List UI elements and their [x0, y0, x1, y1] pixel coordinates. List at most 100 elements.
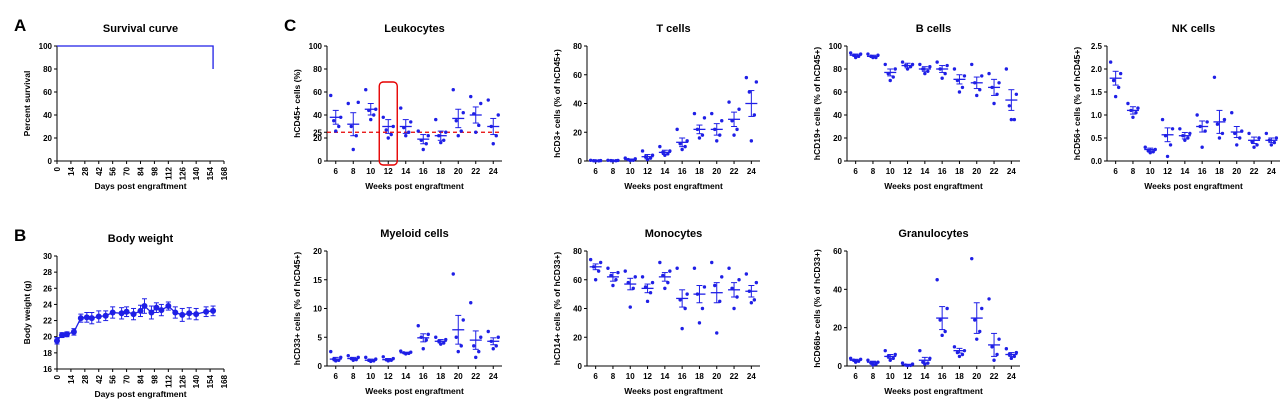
y-tick-label: 40: [833, 111, 842, 120]
x-tick-label: 8: [1131, 167, 1136, 176]
data-point: [469, 94, 473, 99]
x-tick-label: 56: [109, 374, 118, 383]
y-tick-label: 20: [833, 324, 842, 333]
data-point: [749, 139, 754, 143]
data-point: [123, 308, 130, 315]
x-tick-label: 12: [903, 167, 912, 176]
data-point: [1009, 356, 1014, 361]
data-point: [1195, 113, 1199, 117]
x-tick-label: 28: [81, 166, 90, 175]
x-tick-label: 126: [178, 166, 187, 180]
y-tick-label: 22: [43, 317, 52, 326]
data-point: [1274, 136, 1279, 140]
data-point: [1116, 85, 1121, 90]
data-point: [1217, 136, 1222, 140]
data-point: [1257, 136, 1261, 140]
data-point: [987, 297, 991, 301]
x-tick-label: 14: [920, 372, 929, 381]
data-point: [962, 74, 967, 78]
y-tick-label-extra: 25: [313, 128, 322, 137]
x-axis-label: Days post engraftment: [94, 181, 186, 191]
y-tick-label: 60: [573, 276, 582, 285]
y-tick-label: 18: [43, 349, 52, 358]
data-point: [83, 314, 90, 321]
data-point: [663, 286, 667, 291]
y-tick-label: 10: [313, 305, 322, 314]
data-point: [1247, 131, 1251, 136]
y-tick-label: 80: [833, 65, 842, 74]
y-tick-label: 100: [309, 42, 323, 51]
data-point: [137, 307, 144, 314]
data-point: [727, 266, 731, 270]
y-tick-label: 28: [43, 268, 52, 277]
data-point: [459, 129, 463, 133]
data-point: [883, 348, 887, 353]
data-point: [935, 60, 939, 64]
data-point: [70, 328, 77, 335]
data-point: [210, 307, 217, 314]
y-tick-label: 20: [43, 333, 52, 342]
data-point: [980, 74, 984, 78]
data-point: [900, 361, 905, 365]
highlight-box: [378, 81, 398, 166]
y-tick-label: 60: [313, 88, 322, 97]
data-point: [680, 326, 684, 331]
data-point: [58, 332, 65, 339]
data-point: [434, 117, 438, 122]
data-point: [454, 335, 458, 339]
data-point: [351, 147, 355, 152]
data-point: [416, 129, 420, 133]
x-axis-label: Weeks post engraftment: [624, 386, 723, 396]
data-point: [871, 363, 875, 367]
data-point: [63, 331, 70, 338]
x-tick-label: 14: [401, 167, 410, 176]
chart-monocytes: Monocytes 0 20 40 60 80 hCD14+ cells (% of hCD…: [552, 228, 760, 396]
data-point: [727, 100, 731, 104]
data-point: [337, 124, 341, 129]
data-point: [472, 344, 476, 348]
panel-label-a: A: [14, 16, 26, 35]
y-tick-label: 1.0: [1091, 111, 1103, 120]
data-point: [640, 275, 645, 279]
x-tick-label: 18: [695, 167, 704, 176]
x-tick-label: 14: [920, 167, 929, 176]
data-point: [469, 301, 473, 305]
y-tick-label: 26: [43, 284, 52, 293]
data-point: [346, 353, 350, 358]
data-point: [1168, 143, 1173, 147]
data-point: [386, 136, 390, 140]
data-point: [1111, 78, 1116, 83]
data-point: [975, 93, 979, 98]
data-point: [997, 81, 1001, 85]
y-tick-label: 5: [318, 333, 323, 342]
x-tick-label: 18: [955, 167, 964, 176]
data-point: [1004, 67, 1009, 71]
chart-title: Body weight: [108, 233, 174, 245]
data-point: [404, 134, 408, 138]
data-point: [702, 285, 707, 289]
x-tick-label: 24: [747, 167, 756, 176]
data-point: [735, 127, 739, 132]
y-tick-label: 0: [838, 157, 843, 166]
data-point: [88, 315, 95, 322]
y-tick-label: 60: [573, 71, 582, 80]
x-tick-label: 22: [990, 167, 999, 176]
data-point: [970, 256, 974, 261]
data-point: [888, 78, 892, 83]
x-tick-label: 0: [53, 166, 62, 171]
data-point: [1222, 117, 1227, 122]
data-point: [700, 306, 705, 311]
data-point: [683, 306, 687, 311]
y-tick-label: 20: [573, 128, 582, 137]
data-point: [109, 309, 116, 316]
data-point: [329, 349, 333, 354]
data-point: [713, 283, 717, 288]
data-point: [193, 311, 200, 318]
x-tick-label: 6: [1113, 167, 1118, 176]
x-tick-label: 20: [1232, 167, 1241, 176]
x-tick-label: 16: [678, 372, 687, 381]
chart-granulocytes: Granulocytes 0 20 40 60 hCD66b+ cells (% of h…: [812, 228, 1020, 396]
x-tick-label: 6: [593, 372, 598, 381]
data-point: [848, 356, 853, 361]
data-point: [973, 318, 977, 322]
